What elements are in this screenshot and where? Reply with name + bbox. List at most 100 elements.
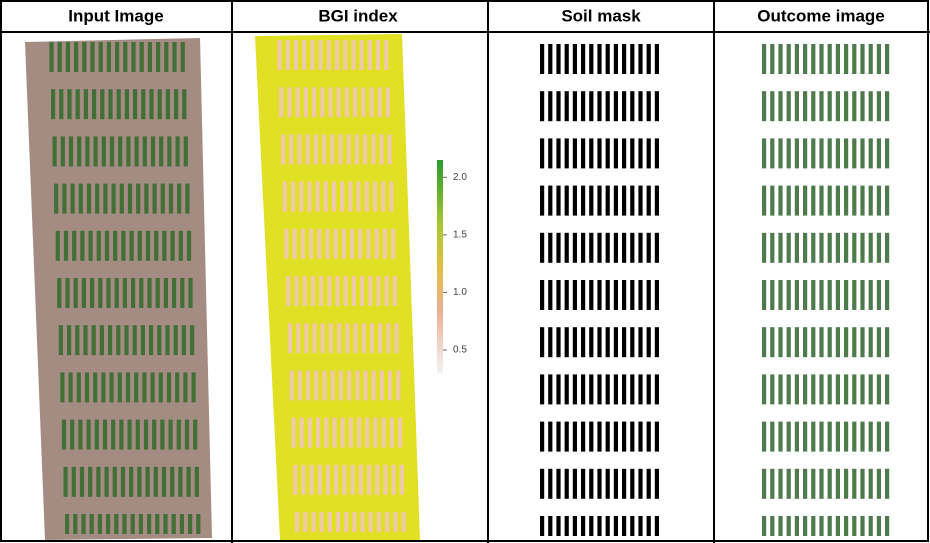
plant-row (581, 185, 586, 216)
plant-row (371, 370, 376, 401)
plant-row (572, 91, 577, 122)
plant-row (605, 44, 610, 74)
plant-row (605, 91, 610, 122)
plant-row (572, 280, 577, 310)
plant-row (332, 417, 337, 448)
plant-row (378, 323, 383, 354)
plant-row (589, 327, 594, 358)
plant-row (613, 138, 618, 169)
plant-row (803, 232, 808, 263)
plant-row (186, 230, 192, 261)
colorbar-tick-label: 1.5 (453, 229, 467, 240)
plant-row (121, 230, 126, 261)
plant-row (104, 230, 110, 261)
plant-row (548, 468, 553, 499)
plant-row (327, 512, 332, 532)
plant-row (778, 185, 783, 216)
plant-row (605, 468, 610, 499)
plant-row (391, 228, 396, 259)
plant-row (646, 327, 651, 358)
plant-row (630, 44, 635, 74)
plant-row (876, 421, 881, 452)
plant-row (369, 87, 374, 118)
plant-row (638, 91, 643, 122)
plant-row (778, 44, 783, 74)
plant-row (323, 181, 328, 212)
plant-row (142, 136, 147, 167)
plant-row (165, 325, 170, 356)
plant-row (844, 44, 849, 74)
plant-row (367, 40, 372, 70)
plant-row (835, 421, 840, 452)
plant-row (163, 278, 168, 308)
plant-row (175, 372, 180, 403)
plant-row (344, 87, 349, 118)
plant-row (340, 417, 345, 448)
plant-row (177, 183, 182, 214)
plant-row (343, 276, 348, 306)
plant-row (401, 512, 406, 532)
plant-row (60, 136, 65, 167)
plant-row (556, 138, 561, 169)
plant-row (322, 370, 327, 401)
plant-row (330, 370, 335, 401)
plant-row (762, 374, 767, 405)
plant-row (646, 280, 651, 310)
plant-row (106, 42, 111, 72)
plant-row (827, 138, 832, 169)
plant-row (646, 232, 651, 263)
plant-row (844, 516, 849, 536)
plant-row (613, 280, 618, 310)
plant-row (827, 280, 832, 310)
plant-row (160, 419, 165, 450)
plant-row (352, 512, 357, 532)
plant-row (835, 374, 840, 405)
plant-row (351, 276, 356, 306)
plant-row (581, 468, 586, 499)
plant-row (277, 40, 282, 70)
plant-row (152, 183, 157, 214)
plant-row (540, 468, 545, 499)
plant-row (178, 466, 183, 497)
plant-row (119, 419, 124, 450)
plant-row (83, 325, 88, 356)
plant-row (844, 468, 849, 499)
plant-row (770, 421, 775, 452)
plant-row (844, 421, 849, 452)
plant-row (835, 327, 840, 358)
plant-row (852, 138, 857, 169)
plant-row (162, 230, 167, 261)
plant-row (827, 421, 832, 452)
plant-row (819, 516, 824, 536)
plant-row (844, 185, 849, 216)
plant-row (297, 370, 302, 401)
plant-row (85, 136, 90, 167)
plant-row (79, 466, 85, 497)
plant-row (342, 464, 347, 495)
plant-row (360, 512, 365, 532)
plant-row (338, 134, 343, 165)
plant-row (65, 278, 70, 308)
plant-row (123, 42, 128, 72)
plant-row (178, 230, 183, 261)
plant-row (331, 181, 337, 212)
plant-row (174, 89, 179, 120)
plant-row (188, 514, 193, 534)
plant-row (90, 278, 95, 308)
plant-row (835, 138, 840, 169)
plant-row (630, 327, 635, 358)
plant-row (149, 325, 154, 356)
plant-row (835, 468, 840, 499)
plant-row (325, 228, 330, 259)
plant-row (548, 280, 553, 310)
plant-row (49, 42, 54, 72)
plant-row (638, 232, 643, 263)
plant-row (116, 89, 121, 120)
plant-row (786, 91, 791, 122)
plant-row (122, 278, 127, 308)
plant-row (375, 464, 380, 495)
plant-row (155, 278, 160, 308)
plant-row (356, 181, 361, 212)
plant-row (597, 44, 602, 74)
plant-row (303, 87, 308, 118)
